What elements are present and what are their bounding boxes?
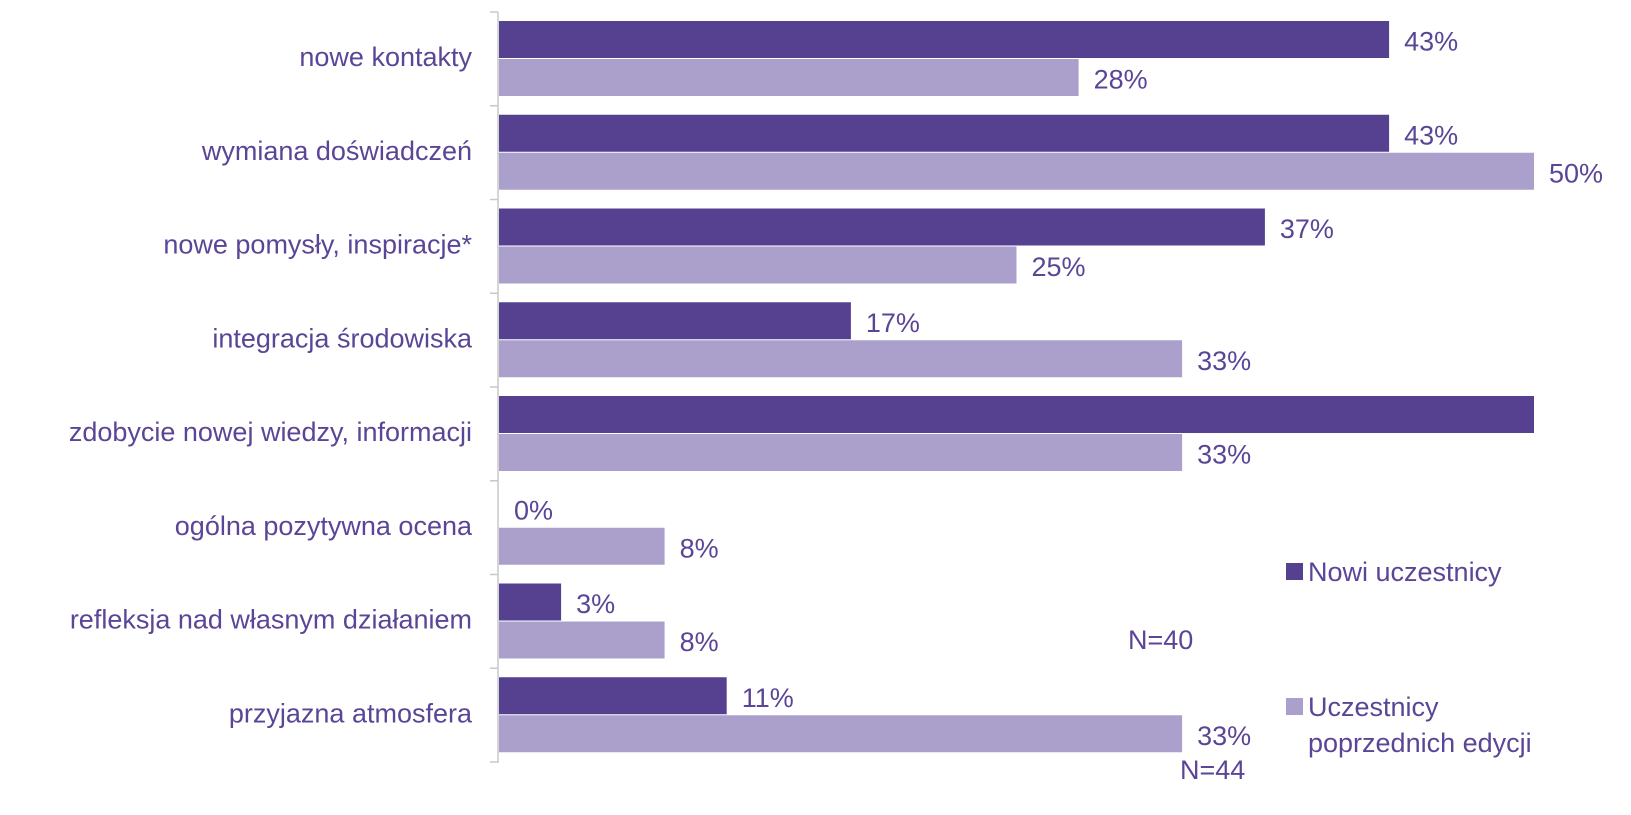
- legend-label: Nowi uczestnicy: [1308, 557, 1502, 587]
- value-label: 11%: [742, 683, 794, 713]
- bar: [499, 434, 1183, 471]
- category-label: zdobycie nowej wiedzy, informacji: [69, 417, 472, 447]
- bar: [499, 208, 1265, 246]
- annotation: N=44: [1180, 755, 1245, 785]
- value-label: 33%: [1197, 346, 1251, 376]
- value-label: 0%: [514, 495, 553, 525]
- value-label: 50%: [1549, 158, 1603, 188]
- bar: [499, 527, 665, 565]
- bar: [499, 715, 1183, 753]
- bar: [499, 677, 727, 715]
- value-label: 33%: [1197, 721, 1251, 751]
- bar: [499, 621, 665, 659]
- category-label: nowe kontakty: [299, 42, 472, 72]
- bar: [499, 246, 1017, 284]
- value-label: 28%: [1094, 65, 1148, 95]
- value-label: 43%: [1404, 27, 1458, 57]
- bar: [499, 583, 562, 621]
- category-label: ogólna pozytywna ocena: [175, 511, 473, 541]
- legend-swatch: [1286, 698, 1303, 715]
- annotation: N=40: [1128, 625, 1193, 655]
- value-label: 17%: [866, 308, 920, 338]
- legend-label: Uczestnicy poprzednich edycji: [1308, 692, 1532, 758]
- bar: [499, 302, 851, 340]
- category-label: przyjazna atmosfera: [229, 698, 473, 728]
- value-label: 43%: [1404, 120, 1458, 150]
- value-label: 8%: [680, 533, 719, 563]
- bar: [499, 396, 1534, 433]
- category-label: wymiana doświadczeń: [201, 136, 472, 166]
- value-label: 8%: [680, 627, 719, 657]
- bar: [499, 152, 1534, 190]
- legend-entry: Nowi uczestnicy: [1308, 557, 1502, 587]
- legend-swatch: [1286, 563, 1303, 580]
- value-label: 3%: [576, 589, 615, 619]
- value-label: 37%: [1280, 214, 1334, 244]
- bar: [499, 21, 1390, 58]
- bar: [499, 114, 1390, 152]
- category-label: nowe pomysły, inspiracje*: [163, 230, 472, 260]
- category-label: refleksja nad własnym działaniem: [70, 605, 472, 635]
- bar: [499, 59, 1079, 96]
- legend-entry: Uczestnicy poprzednich edycji: [1308, 692, 1532, 758]
- value-label: 25%: [1032, 252, 1086, 282]
- category-label: integracja środowiska: [212, 323, 473, 353]
- value-label: 33%: [1197, 440, 1251, 470]
- bar: [499, 340, 1183, 378]
